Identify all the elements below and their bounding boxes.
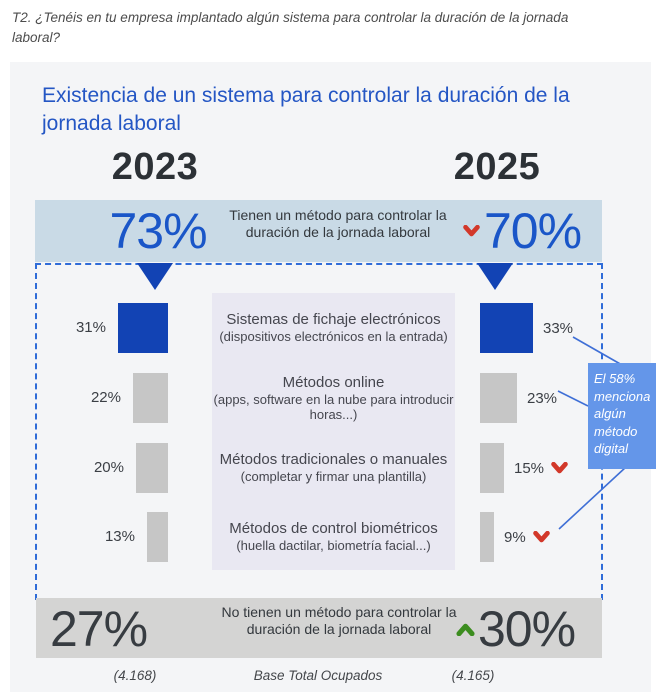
year-header-2025: 2025: [453, 146, 541, 188]
category-text-1: Métodos online (apps, software en la nube…: [212, 361, 455, 435]
bar-2023-1: [133, 373, 168, 423]
decrease-icon: [532, 531, 550, 543]
nohave-2025-group: 30%: [456, 600, 576, 658]
bar-label-2023-3: 13%: [104, 528, 135, 545]
increase-icon: [456, 623, 475, 636]
bar-2023-3: [147, 512, 168, 562]
year-header-2023: 2023: [111, 146, 199, 188]
nohave-2025-value: 30%: [478, 601, 576, 657]
bar-label-2025-0: 33%: [543, 319, 574, 337]
category-title: Métodos online: [282, 373, 385, 391]
chart-title: Existencia de un sistema para controlar …: [42, 84, 570, 136]
pointer-triangle-2023: [137, 263, 173, 290]
nohave-2023-value: 27%: [50, 601, 148, 657]
category-text-3: Métodos de control biométricos (huella da…: [212, 500, 455, 574]
bar-2025-1: [480, 373, 517, 423]
have-2023-value: 73%: [109, 203, 207, 259]
bar-label-2025-2: 15%: [514, 443, 568, 493]
have-method-label: Tienen un método para controlar la durac…: [229, 207, 447, 240]
base-size-2025: (4.165): [451, 668, 495, 683]
category-subtitle: (huella dactilar, biometría facial...): [236, 538, 431, 554]
category-subtitle: (completar y firmar una plantilla): [240, 469, 427, 485]
category-title: Sistemas de fichaje electrónicos: [226, 311, 441, 329]
category-title: Métodos de control biométricos: [229, 520, 438, 538]
bar-2023-0: [118, 303, 168, 353]
bar-2025-2: [480, 443, 504, 493]
bar-label-2025-1: 23%: [527, 389, 558, 407]
bar-label-2025-3: 9%: [504, 512, 550, 562]
category-text-2: Métodos tradicionales o manuales (complet…: [212, 431, 455, 505]
bar-2023-2: [136, 443, 168, 493]
category-panel: [212, 293, 455, 570]
increase-icon: [456, 623, 475, 636]
decrease-icon: [463, 225, 480, 237]
digital-method-callout: El 58% menciona algún método digital: [588, 363, 656, 469]
no-method-band: 27% No tienen un método para controlar l…: [36, 598, 602, 658]
base-label: Base Total Ocupados: [253, 668, 383, 683]
pointer-triangle-2025: [477, 263, 513, 290]
no-method-label: No tienen un método para controlar la du…: [221, 604, 457, 637]
bar-label-2023-0: 31%: [75, 319, 106, 336]
category-title: Métodos tradicionales o manuales: [219, 451, 448, 469]
bar-2025-3: [480, 512, 494, 562]
decrease-icon: [463, 225, 480, 237]
category-subtitle: (dispositivos electrónicos en la entrada…: [219, 329, 448, 345]
category-text-0: Sistemas de fichaje electrónicos (disposi…: [212, 291, 455, 365]
bar-label-2023-2: 20%: [93, 459, 124, 476]
bar-label-2023-1: 22%: [90, 389, 121, 406]
category-subtitle: (apps, software en la nube para introduc…: [213, 391, 454, 422]
have-2025-group: 70%: [463, 202, 582, 260]
survey-question: T2. ¿Tenéis en tu empresa implantado alg…: [12, 10, 569, 45]
bar-2025-0: [480, 303, 533, 353]
have-2025-value: 70%: [484, 203, 582, 259]
base-size-2023: (4.168): [113, 668, 157, 683]
have-method-band: 73% Tienen un método para controlar la d…: [35, 200, 602, 262]
chart-card: Existencia de un sistema para controlar …: [10, 62, 656, 692]
decrease-icon: [551, 462, 568, 474]
